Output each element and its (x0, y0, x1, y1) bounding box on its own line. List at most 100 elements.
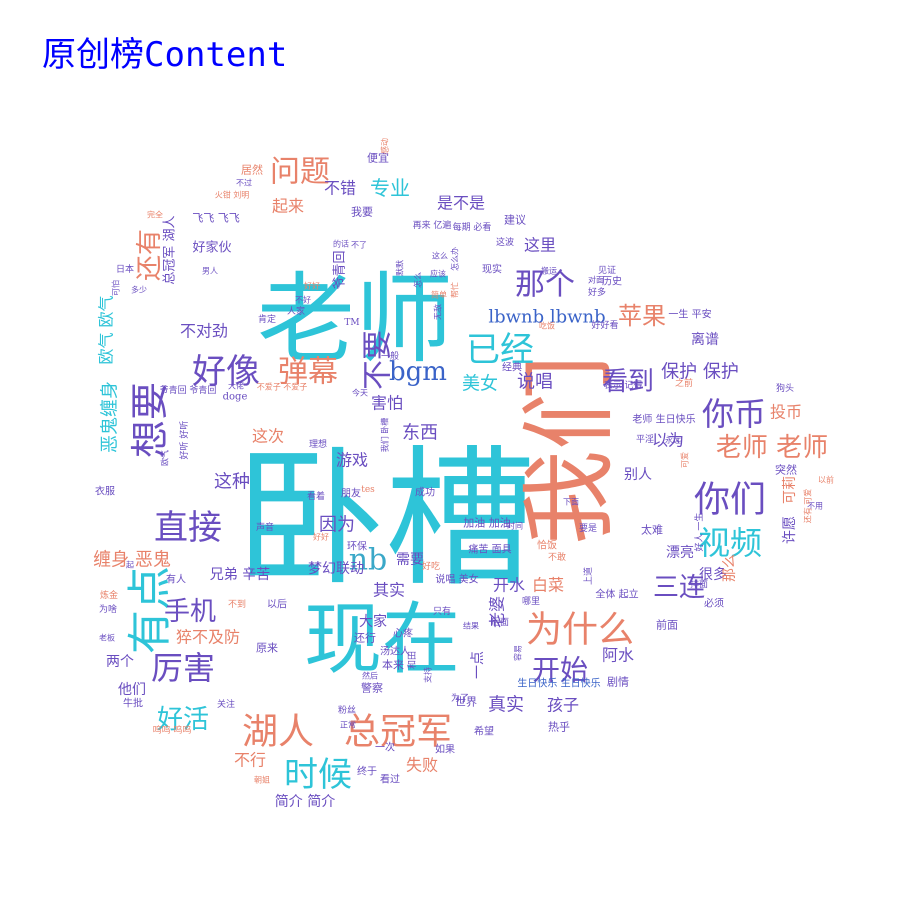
cloud-word: 那么 (722, 554, 738, 582)
cloud-word: 直接 (154, 508, 222, 548)
cloud-word: tes (361, 485, 375, 495)
cloud-word: 好多 (588, 286, 606, 298)
cloud-word: 现在 (304, 595, 460, 685)
cloud-word: 美女 (462, 374, 498, 395)
cloud-word: 这次 (252, 427, 284, 446)
cloud-word: 是不是 (437, 194, 485, 213)
cloud-word: 不好 (295, 295, 311, 305)
cloud-word: 感动 (380, 138, 390, 154)
cloud-word: 那个 (515, 268, 575, 303)
cloud-word: 和田 (407, 651, 418, 669)
cloud-word: 牛批 (123, 697, 143, 710)
cloud-word: 火钳 刘明 (215, 190, 250, 200)
cloud-word: 很多 (699, 566, 727, 583)
cloud-word: 吃饭 (539, 321, 555, 331)
cloud-word: 投币 (770, 403, 802, 422)
cloud-word: 不用 (807, 502, 823, 511)
cloud-word: 说唱 (517, 372, 553, 393)
cloud-word: 一次 (375, 741, 395, 754)
cloud-word: 这种 (214, 472, 250, 493)
cloud-word: 帮忙 (450, 282, 460, 298)
cloud-word: 上道 (582, 567, 594, 585)
cloud-word: 警察 (361, 681, 383, 695)
cloud-word: 老板 (99, 633, 115, 643)
cloud-word: 起 (126, 561, 134, 570)
cloud-word: 离谱 (691, 331, 719, 348)
cloud-word: 看过 (380, 773, 400, 786)
cloud-word: 有点 (125, 566, 176, 654)
cloud-word: 表示 记得 (604, 379, 643, 391)
cloud-word: 对面 (588, 275, 604, 285)
cloud-word: 害怕 (371, 394, 403, 413)
cloud-word: bgm (389, 357, 447, 387)
cloud-word: 老师 老师 (716, 433, 828, 463)
cloud-word: 平淫 (636, 433, 654, 445)
cloud-word: 还有 (135, 229, 165, 281)
cloud-word: 可莉 (782, 476, 798, 504)
cloud-word: 呜呜 呜呜 (153, 724, 192, 736)
cloud-word: 梦幻联动 (308, 561, 364, 577)
cloud-word: 恶鬼缠身 (100, 381, 121, 453)
cloud-word: 失败 (406, 756, 438, 775)
cloud-word: 不行 (234, 751, 266, 770)
cloud-word: 朋友 (341, 487, 361, 500)
cloud-word: 经典 (502, 361, 522, 374)
cloud-word: 一点 (470, 651, 486, 679)
cloud-word: 之前 (675, 377, 693, 389)
cloud-word: 要是 (579, 523, 597, 534)
cloud-word: 好好 (313, 532, 329, 542)
cloud-word: 人家 (287, 305, 305, 317)
cloud-word: 看着 (307, 490, 325, 502)
cloud-word: 可爱 (681, 452, 690, 468)
cloud-word: 每期 必看 (453, 221, 492, 233)
cloud-word: nb (349, 543, 388, 578)
cloud-word: 猝不及防 (176, 628, 240, 647)
cloud-word: 为了 (451, 692, 469, 704)
cloud-word: 下面 (563, 498, 579, 507)
cloud-word: 白菜 (532, 576, 564, 595)
cloud-word: 孩子 (547, 696, 579, 715)
cloud-word: 一般 (381, 350, 399, 362)
cloud-word: 男人 (202, 267, 218, 276)
cloud-word: 哪里 (522, 596, 540, 607)
cloud-word: 真实 (488, 695, 524, 716)
cloud-word: 前面 (656, 618, 678, 632)
cloud-word: 痛苦 面具 (468, 543, 511, 556)
cloud-word: TM (344, 318, 359, 328)
cloud-word: 以前 (818, 475, 834, 485)
cloud-word: 弹幕 (278, 355, 338, 390)
cloud-word: 想要 (128, 382, 172, 458)
cloud-word: 阿水 (602, 646, 634, 665)
cloud-word: 这波 (496, 236, 514, 248)
cloud-word: 老师 (257, 263, 453, 377)
cloud-word: 今天 (352, 388, 368, 398)
cloud-word: 缠身 恶鬼 (93, 550, 171, 571)
cloud-word: 关注 (217, 698, 235, 710)
page-title: 原创榜Content (42, 35, 288, 75)
cloud-word: 游戏 (336, 451, 368, 470)
cloud-word: 老婆 (488, 596, 507, 628)
cloud-word: 原来 (256, 642, 278, 655)
cloud-word: 两个 (106, 654, 134, 670)
cloud-word: 生日快乐 生日快乐 (517, 677, 600, 690)
cloud-word: 看到 (602, 367, 654, 397)
cloud-word: 总冠军 (344, 712, 452, 753)
cloud-word: 起来 (272, 197, 304, 216)
cloud-word: 的话 (333, 239, 349, 249)
cloud-word: 我们 卧槽 (380, 418, 390, 453)
cloud-word: 搬运 (541, 266, 557, 276)
cloud-word: lbwnb lbwnb (488, 307, 605, 328)
cloud-word: 以后 (267, 599, 287, 611)
cloud-word: 本来 (382, 658, 404, 672)
cloud-word: 好好看 (591, 319, 618, 331)
cloud-word: 好好 (304, 281, 320, 291)
cloud-word: 后面 (491, 617, 509, 628)
cloud-word: 时间 (507, 521, 523, 531)
cloud-word: 这么 (432, 251, 448, 261)
cloud-word: 需要 (396, 552, 424, 568)
cloud-word: 突然 (775, 463, 797, 477)
cloud-word: 不敢 (548, 551, 566, 563)
cloud-word: 世界 (455, 696, 477, 709)
